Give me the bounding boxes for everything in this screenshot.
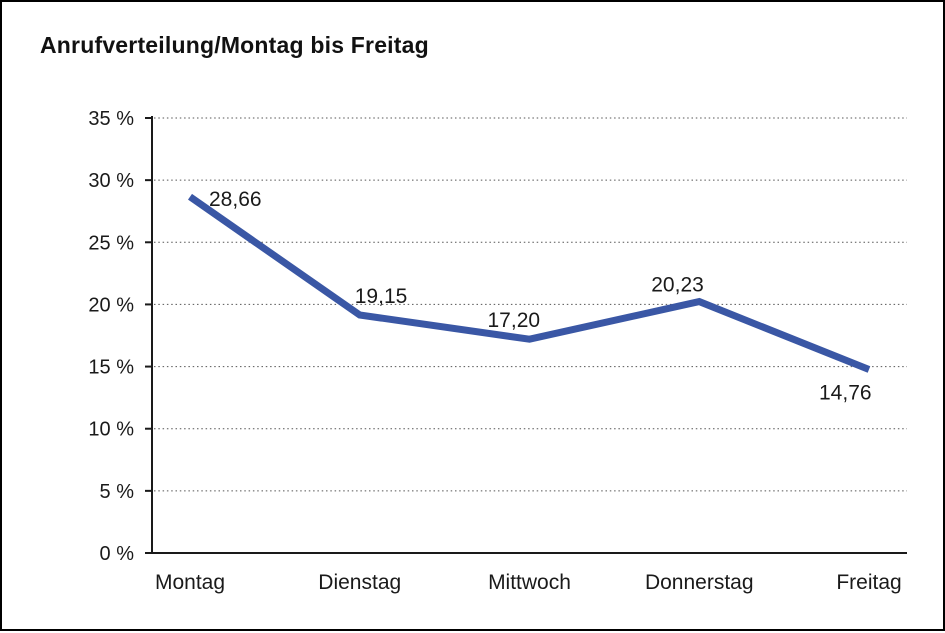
y-tick-label: 30 %	[88, 170, 134, 192]
data-line	[188, 193, 871, 373]
y-tick-label: 25 %	[88, 232, 134, 254]
x-category-label: Donnerstag	[645, 571, 754, 594]
value-label: 20,23	[651, 274, 704, 297]
value-label: 17,20	[488, 309, 541, 332]
y-tick-label: 10 %	[88, 419, 134, 441]
value-label: 14,76	[819, 382, 872, 405]
x-category-label: Mittwoch	[488, 571, 571, 594]
y-tick-label: 0 %	[100, 543, 135, 565]
value-label: 19,15	[355, 285, 408, 308]
y-tick-label: 20 %	[88, 294, 134, 316]
value-label: 28,66	[209, 188, 262, 211]
chart-title: Anrufverteilung/Montag bis Freitag	[40, 32, 429, 58]
x-category-label: Freitag	[836, 571, 901, 594]
y-tick-label: 15 %	[88, 357, 134, 379]
y-tick-label: 5 %	[100, 481, 135, 503]
x-category-label: Montag	[155, 571, 225, 594]
y-tick-label: 35 %	[88, 108, 134, 130]
x-category-label: Dienstag	[318, 571, 401, 594]
